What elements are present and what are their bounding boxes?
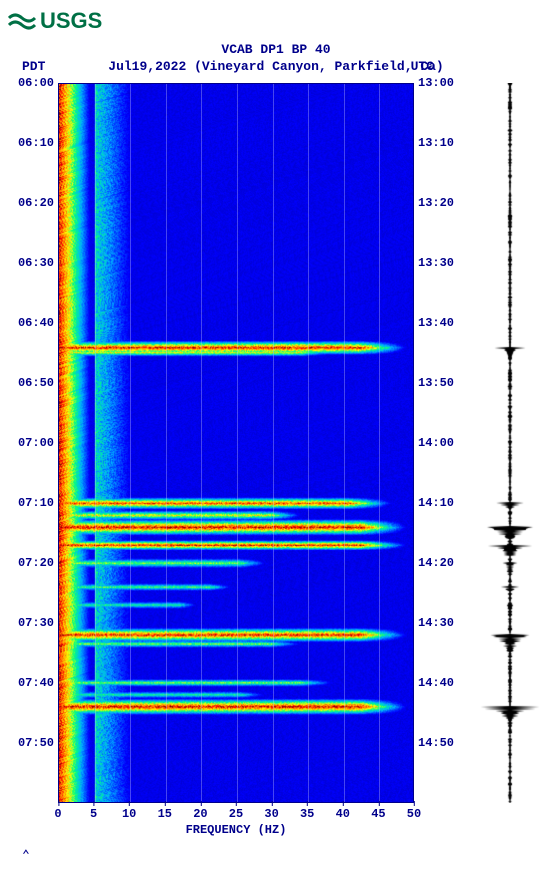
seismogram	[470, 83, 550, 803]
x-axis-label: FREQUENCY (HZ)	[58, 823, 414, 837]
y-tick-right: 13:50	[418, 376, 466, 390]
spectrogram-canvas	[59, 84, 413, 802]
y-tick-left: 07:40	[8, 676, 54, 690]
x-tick: 5	[90, 807, 97, 821]
y-tick-right: 13:30	[418, 256, 466, 270]
y-tick-right: 13:40	[418, 316, 466, 330]
y-tick-right: 14:40	[418, 676, 466, 690]
y-tick-left: 07:30	[8, 616, 54, 630]
y-tick-right: 13:10	[418, 136, 466, 150]
grid-line	[166, 84, 167, 802]
y-tick-left: 07:10	[8, 496, 54, 510]
y-tick-left: 07:20	[8, 556, 54, 570]
chart-title: VCAB DP1 BP 40	[8, 42, 544, 59]
chart-subtitle: Jul19,2022 (Vineyard Canyon, Parkfield, …	[108, 59, 443, 76]
y-tick-right: 14:30	[418, 616, 466, 630]
usgs-logo: USGS	[8, 8, 544, 34]
y-tick-left: 07:50	[8, 736, 54, 750]
y-tick-right: 14:20	[418, 556, 466, 570]
grid-line	[201, 84, 202, 802]
grid-line	[344, 84, 345, 802]
y-tick-left: 06:40	[8, 316, 54, 330]
y-tick-left: 07:00	[8, 436, 54, 450]
grid-line	[130, 84, 131, 802]
grid-line	[273, 84, 274, 802]
x-tick: 30	[264, 807, 278, 821]
x-tick: 10	[122, 807, 136, 821]
y-tick-left: 06:30	[8, 256, 54, 270]
y-tick-right: 13:20	[418, 196, 466, 210]
usgs-logo-text: USGS	[40, 8, 102, 34]
grid-line	[379, 84, 380, 802]
chart-area: 06:0006:1006:2006:3006:4006:5007:0007:10…	[8, 83, 544, 853]
caret-icon: ⌃	[22, 848, 30, 863]
y-tick-left: 06:20	[8, 196, 54, 210]
x-tick: 0	[54, 807, 61, 821]
x-tick: 50	[407, 807, 421, 821]
x-tick: 25	[229, 807, 243, 821]
right-timezone-label: UTC	[411, 59, 434, 76]
usgs-wave-icon	[8, 10, 36, 32]
x-tick: 40	[336, 807, 350, 821]
x-tick: 35	[300, 807, 314, 821]
y-tick-right: 14:50	[418, 736, 466, 750]
y-tick-left: 06:00	[8, 76, 54, 90]
y-tick-right: 13:00	[418, 76, 466, 90]
y-tick-right: 14:00	[418, 436, 466, 450]
spectrogram	[58, 83, 414, 803]
y-tick-right: 14:10	[418, 496, 466, 510]
chart-header: VCAB DP1 BP 40 PDT Jul19,2022 (Vineyard …	[8, 42, 544, 77]
left-timezone-label: PDT	[22, 59, 45, 76]
grid-line	[237, 84, 238, 802]
y-tick-left: 06:50	[8, 376, 54, 390]
x-tick: 20	[193, 807, 207, 821]
x-tick: 15	[158, 807, 172, 821]
grid-line	[308, 84, 309, 802]
y-tick-left: 06:10	[8, 136, 54, 150]
grid-line	[95, 84, 96, 802]
x-tick: 45	[371, 807, 385, 821]
